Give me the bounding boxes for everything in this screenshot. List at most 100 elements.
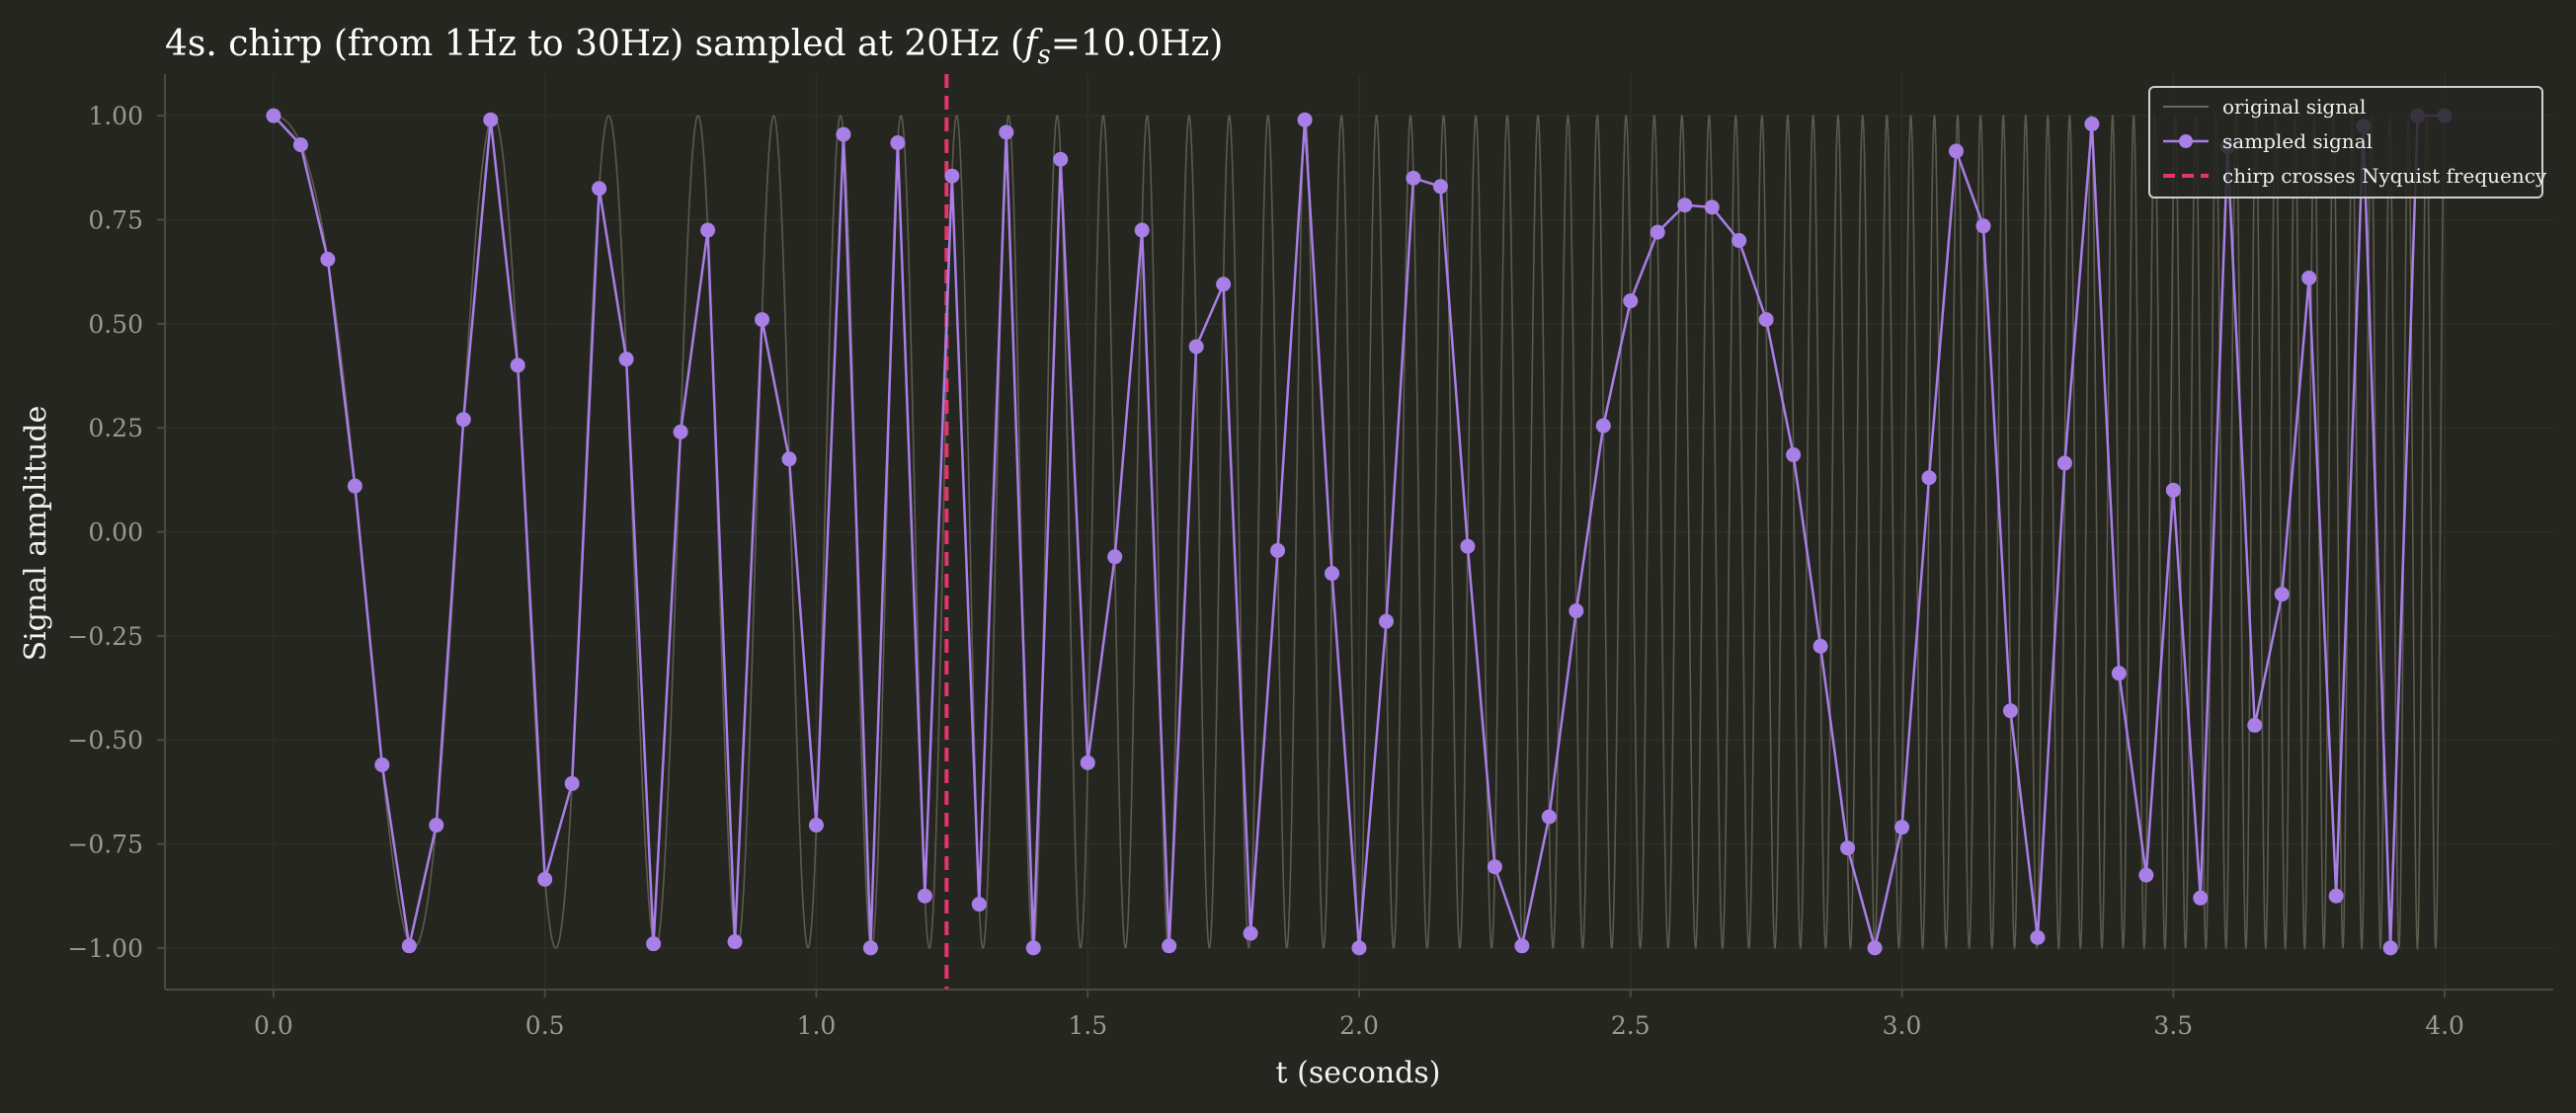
y-tick-label: 0.50 <box>88 310 143 339</box>
sampled-point <box>2193 890 2209 906</box>
x-tick-label: 1.0 <box>797 1011 837 1040</box>
sampled-point <box>1541 809 1557 825</box>
sampled-point <box>890 135 906 151</box>
x-tick-label: 3.0 <box>1883 1011 1922 1040</box>
sampled-point <box>2056 455 2072 471</box>
sampled-point <box>2138 867 2154 883</box>
sampled-point <box>944 168 960 184</box>
sampled-point <box>2247 717 2263 733</box>
sampled-point <box>1758 312 1774 328</box>
y-tick-label: 0.25 <box>88 414 143 442</box>
chart-title-main: 4s. chirp (from 1Hz to 30Hz) sampled at … <box>165 24 1024 64</box>
x-tick-label: 1.5 <box>1068 1011 1107 1040</box>
sampled-point <box>1704 199 1720 215</box>
sampled-point <box>1595 418 1611 434</box>
sampled-point <box>1867 940 1883 956</box>
chart-title: 4s. chirp (from 1Hz to 30Hz) sampled at … <box>165 24 1223 70</box>
sampled-point <box>510 358 525 373</box>
sampled-point <box>1731 233 1747 249</box>
sampled-point <box>374 756 390 772</box>
sampled-point <box>1921 470 1937 486</box>
sampled-point <box>836 126 851 142</box>
sampled-point <box>673 424 688 439</box>
sampled-point <box>1514 938 1530 954</box>
sampled-point <box>646 936 662 952</box>
sampled-point <box>1378 613 1394 629</box>
sampled-point <box>1840 840 1856 856</box>
sampled-point <box>320 252 336 268</box>
sampled-point <box>1025 940 1041 956</box>
sampled-point <box>592 181 607 197</box>
sampled-point <box>1188 339 1204 355</box>
sampled-point <box>1623 293 1639 309</box>
sampled-point <box>1460 538 1476 554</box>
legend-sampled-label: sampled signal <box>2222 129 2373 153</box>
sampled-point <box>2328 888 2344 904</box>
sampled-point <box>1677 198 1693 213</box>
sampled-point <box>1975 218 1991 234</box>
legend-original-label: original signal <box>2222 95 2366 119</box>
sampled-point <box>1351 940 1367 956</box>
legend: original signal sampled signal chirp cro… <box>2148 86 2547 199</box>
sampled-point <box>1487 859 1502 875</box>
sampled-point <box>781 451 797 467</box>
sampled-point <box>999 124 1014 140</box>
y-tick-label: 0.75 <box>88 205 143 234</box>
sampled-signal-series <box>266 108 2453 956</box>
sampled-point <box>1297 112 1313 127</box>
sampled-point <box>1134 222 1150 238</box>
sampled-point <box>755 312 769 328</box>
sampled-point <box>1432 179 1448 195</box>
sampled-point <box>1080 755 1095 770</box>
y-tick-label: −1.00 <box>67 934 143 963</box>
sampled-point <box>429 818 444 834</box>
chart-title-tail: =10.0Hz) <box>1051 24 1224 64</box>
sampled-point <box>564 775 580 791</box>
sampled-point <box>2301 270 2317 285</box>
sampled-point <box>1107 549 1123 565</box>
sampled-point <box>727 934 743 950</box>
x-tick-label: 4.0 <box>2425 1011 2464 1040</box>
sampled-point <box>2382 940 2398 956</box>
sampled-point <box>455 412 471 428</box>
sampled-point <box>2084 117 2100 132</box>
sampled-point <box>2111 666 2127 681</box>
sampled-point <box>1650 224 1665 240</box>
sampled-point <box>2165 482 2181 498</box>
y-ticks: 1.00 0.75 0.50 0.25 0.00 −0.25 −0.50 −0.75 −1.00 <box>67 102 165 963</box>
x-tick-label: 2.0 <box>1339 1011 1379 1040</box>
x-tick-label: 0.5 <box>525 1011 565 1040</box>
sampled-point <box>1162 938 1177 954</box>
sampled-point <box>1406 170 1421 186</box>
sampled-point <box>2274 587 2290 602</box>
sampled-point <box>700 222 716 238</box>
sampled-point <box>1812 638 1828 654</box>
chart-title-fs-sub: s <box>1037 40 1050 70</box>
sampled-point <box>347 478 362 494</box>
y-tick-label: 0.00 <box>88 518 143 547</box>
legend-nyquist-label: chirp crosses Nyquist frequency <box>2222 164 2547 188</box>
sampled-point <box>1270 542 1286 558</box>
sampled-point <box>917 888 932 904</box>
sampled-point <box>266 108 282 123</box>
sampled-point <box>1894 820 1910 835</box>
sampled-point <box>401 938 417 954</box>
sampled-point <box>2002 703 2018 719</box>
y-tick-label: −0.25 <box>67 622 143 651</box>
sampled-point <box>1053 151 1069 167</box>
sampled-point <box>1243 925 1258 941</box>
x-tick-label: 2.5 <box>1611 1011 1650 1040</box>
sampled-point <box>808 818 824 834</box>
sampled-point <box>1325 566 1340 582</box>
sampled-point <box>971 897 987 913</box>
x-tick-label: 3.5 <box>2153 1011 2193 1040</box>
x-tick-label: 0.0 <box>254 1011 293 1040</box>
sampled-point <box>2030 929 2046 945</box>
sampled-point <box>618 352 634 367</box>
x-axis-label: t (seconds) <box>1276 1056 1441 1090</box>
sampled-point <box>537 871 553 887</box>
sampled-point <box>1569 603 1584 619</box>
sampled-point <box>483 112 499 127</box>
sampled-point <box>862 940 878 956</box>
